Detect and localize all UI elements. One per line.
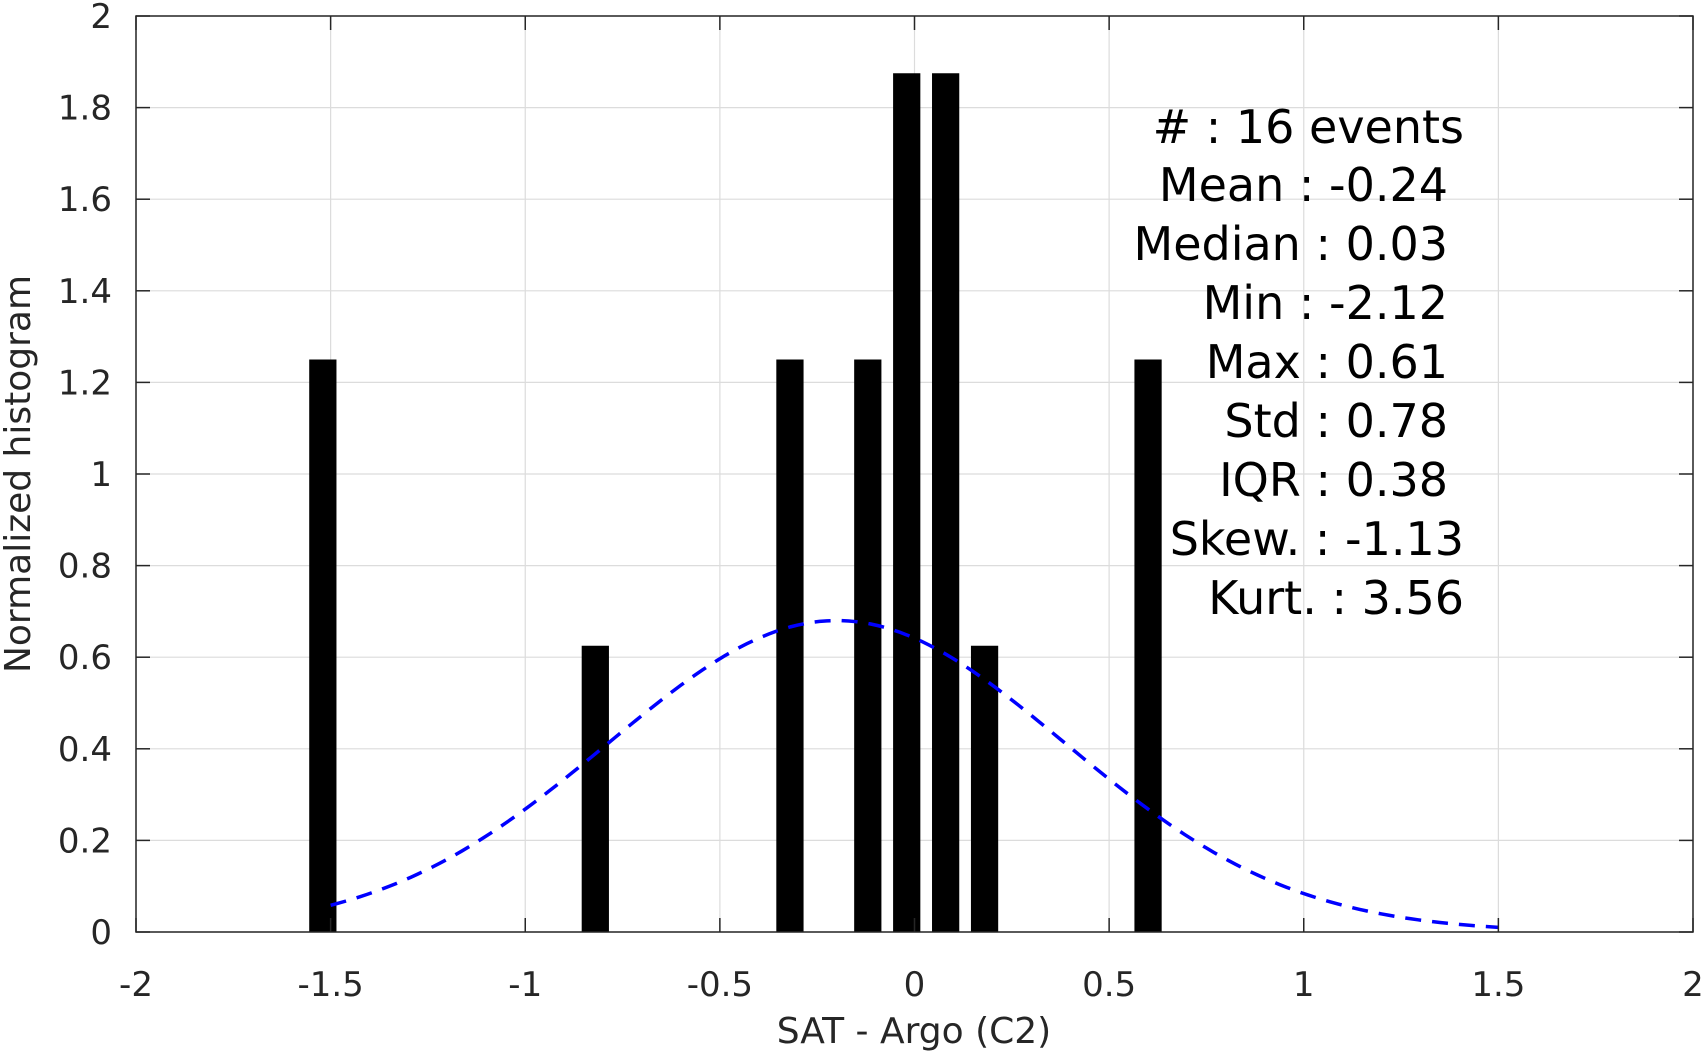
histogram-bar — [932, 73, 960, 932]
y-tick-labels: 0 0.2 0.4 0.6 0.8 1 1.2 1.4 1.6 1.8 2 — [58, 0, 112, 953]
y-tick-label: 2 — [90, 0, 112, 37]
histogram-bar — [776, 359, 804, 932]
x-tick-label: 0.5 — [1082, 965, 1136, 1005]
x-tick-label: 2 — [1682, 965, 1703, 1005]
y-axis-label: Normalized histogram — [0, 275, 39, 673]
histogram-bar — [893, 73, 921, 932]
y-tick-label: 1.6 — [58, 180, 112, 220]
y-tick-label: 0 — [90, 913, 112, 953]
axis-ticks — [135, 15, 1694, 933]
x-tick-label: -0.5 — [687, 965, 753, 1005]
stat-kurt: Kurt. : 3.56 — [1208, 571, 1464, 625]
stat-min: Min : -2.12 — [1203, 276, 1448, 330]
stat-max: Max : 0.61 — [1206, 335, 1448, 389]
histogram-bar — [581, 645, 609, 932]
y-tick-label: 1.4 — [58, 272, 112, 312]
y-tick-label: 0.8 — [58, 547, 112, 587]
y-tick-label: 1.2 — [58, 363, 112, 403]
x-axis-label: SAT - Argo (C2) — [777, 1011, 1051, 1052]
y-tick-label: 0.4 — [58, 730, 112, 770]
x-tick-label: -1 — [508, 965, 542, 1005]
y-tick-label: 0.6 — [58, 638, 112, 678]
stat-mean: Mean : -0.24 — [1159, 158, 1448, 212]
x-tick-labels: -2 -1.5 -1 -0.5 0 0.5 1 1.5 2 — [119, 965, 1703, 1005]
stat-events: # : 16 events — [1153, 100, 1464, 154]
stat-std: Std : 0.78 — [1224, 394, 1448, 448]
histogram-bar — [970, 645, 999, 932]
y-tick-label: 0.2 — [58, 821, 112, 861]
y-tick-label: 1 — [90, 455, 112, 495]
stats-box: # : 16 events Mean : -0.24 Median : 0.03… — [1134, 100, 1464, 625]
x-tick-label: -1.5 — [297, 965, 363, 1005]
normal-fit-curve — [330, 618, 1499, 930]
x-tick-label: 0 — [904, 965, 926, 1005]
histogram-bar — [309, 359, 337, 932]
x-tick-label: 1 — [1293, 965, 1315, 1005]
stat-iqr: IQR : 0.38 — [1219, 453, 1448, 507]
stat-median: Median : 0.03 — [1134, 217, 1448, 271]
stat-skew: Skew. : -1.13 — [1170, 512, 1464, 566]
histogram-bar — [854, 359, 882, 932]
histogram-bars — [309, 73, 1162, 932]
x-tick-label: -2 — [119, 965, 153, 1005]
y-tick-label: 1.8 — [58, 89, 112, 129]
x-tick-label: 1.5 — [1471, 965, 1525, 1005]
histogram-bar — [1134, 359, 1162, 932]
